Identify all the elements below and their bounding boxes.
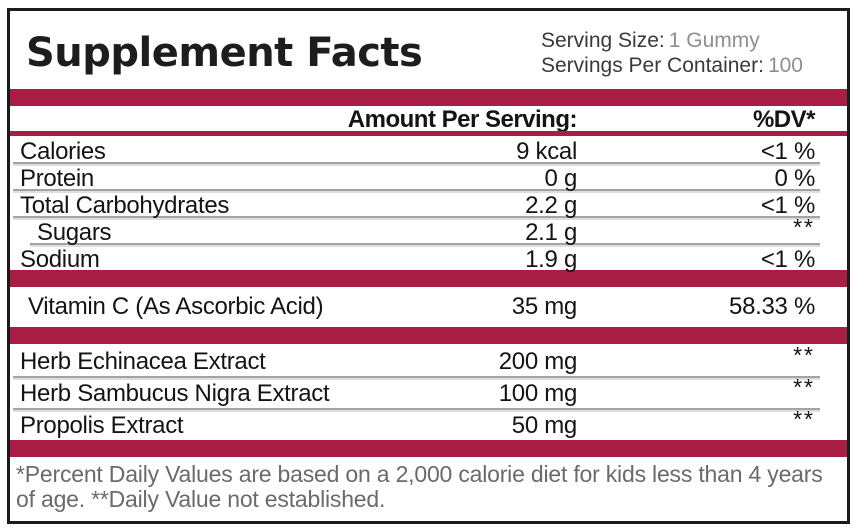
nutrient-name: Vitamin C (As Ascorbic Acid) (28, 293, 324, 320)
label-header: Supplement Facts Serving Size: 1 Gummy Se… (10, 11, 847, 89)
table-row: Protein 0 g 0 % (10, 165, 847, 192)
servings-per-container-row: Servings Per Container: 100 (541, 53, 803, 78)
nutrient-name: Propolis Extract (20, 411, 184, 439)
nutrient-amount: 100 mg (498, 379, 578, 407)
table-row: Herb Sambucus Nigra Extract 100 mg ** (10, 374, 847, 408)
table-row: Sodium 1.9 g <1 % (10, 246, 847, 273)
table-section: Vitamin C (As Ascorbic Acid) 35 mg 58.33… (10, 287, 847, 327)
row-separator (30, 243, 820, 245)
table-row: Vitamin C (As Ascorbic Acid) 35 mg 58.33… (10, 287, 847, 327)
row-separator (13, 162, 820, 164)
divider-bar (10, 440, 847, 457)
nutrient-dv: <1 % (760, 246, 815, 273)
nutrient-amount: 0 g (544, 165, 578, 192)
nutrient-name: Total Carbohydrates (20, 192, 230, 219)
nutrient-dv: 58.33 % (729, 293, 815, 320)
divider-bar (10, 327, 847, 344)
nutrient-dv: ** (793, 406, 815, 432)
amount-per-serving-header: Amount Per Serving: (347, 106, 578, 133)
nutrient-amount: 200 mg (498, 347, 578, 375)
percent-dv-header: %DV* (752, 106, 816, 133)
nutrient-name: Herb Sambucus Nigra Extract (20, 379, 330, 407)
nutrient-name: Protein (20, 165, 94, 192)
nutrient-dv: <1 % (760, 192, 815, 219)
table-row: Total Carbohydrates 2.2 g <1 % (10, 192, 847, 219)
nutrient-dv: 0 % (774, 165, 816, 192)
nutrient-name: Sugars (37, 219, 112, 246)
table-row: Sugars 2.1 g ** (10, 214, 847, 247)
table-body: Calories 9 kcal <1 % Protein 0 g 0 % Tot… (10, 136, 847, 457)
nutrient-amount: 35 mg (511, 293, 578, 320)
nutrient-name: Sodium (20, 246, 100, 273)
nutrient-amount: 9 kcal (516, 138, 577, 165)
serving-size-row: Serving Size: 1 Gummy (541, 28, 803, 53)
divider-bar-top (10, 89, 847, 106)
table-section: Herb Echinacea Extract 200 mg ** Herb Sa… (10, 342, 847, 440)
nutrient-dv: ** (793, 342, 815, 368)
table-row: Herb Echinacea Extract 200 mg ** (10, 342, 847, 376)
servings-per-container-label: Servings Per Container: (541, 54, 764, 77)
row-separator (13, 376, 820, 378)
nutrient-amount: 2.1 g (525, 219, 577, 246)
nutrient-dv: ** (793, 213, 815, 240)
row-separator (13, 408, 820, 410)
nutrient-amount: 1.9 g (525, 246, 577, 273)
nutrient-amount: 50 mg (511, 411, 578, 439)
serving-info: Serving Size: 1 Gummy Servings Per Contai… (541, 28, 803, 78)
table-column-headers: Amount Per Serving: %DV* (10, 106, 847, 133)
table-section: Calories 9 kcal <1 % Protein 0 g 0 % Tot… (10, 136, 847, 273)
divider-bar (10, 270, 847, 287)
table-row: Calories 9 kcal <1 % (10, 138, 847, 165)
row-separator (13, 216, 820, 218)
row-separator (13, 189, 820, 191)
page-title: Supplement Facts (26, 30, 423, 76)
table-row: Propolis Extract 50 mg ** (10, 406, 847, 440)
nutrient-dv: <1 % (760, 138, 815, 165)
supplement-facts-label: Supplement Facts Serving Size: 1 Gummy Se… (7, 8, 850, 524)
footnote-text: *Percent Daily Values are based on a 2,0… (16, 461, 823, 512)
serving-size-value: 1 Gummy (668, 29, 760, 52)
serving-size-label: Serving Size: (541, 29, 665, 52)
servings-per-container-value: 100 (767, 54, 803, 77)
nutrient-amount: 2.2 g (525, 192, 577, 219)
divider-line-header (10, 131, 847, 136)
nutrient-dv: ** (793, 374, 815, 400)
nutrient-name: Herb Echinacea Extract (20, 347, 266, 375)
nutrient-name: Calories (20, 138, 106, 165)
